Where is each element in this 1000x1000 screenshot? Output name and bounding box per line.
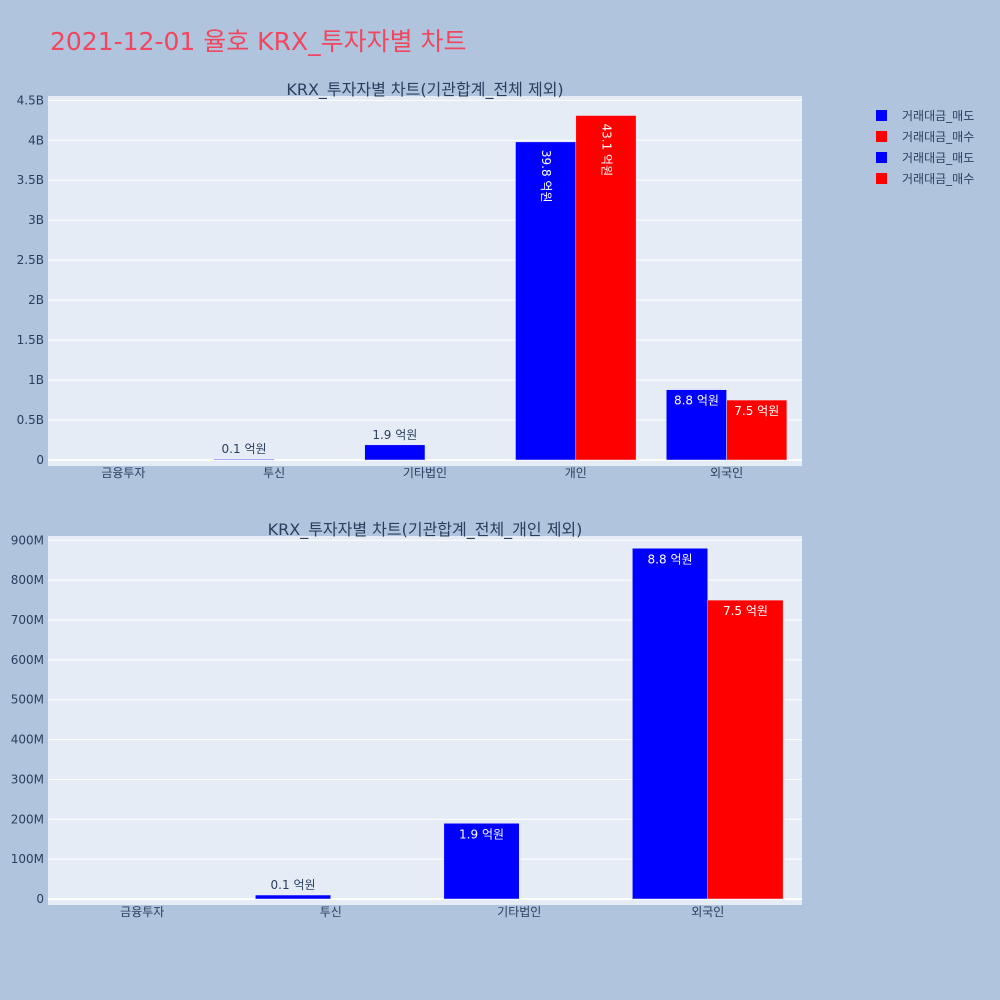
y-tick-label: 700M — [11, 613, 44, 627]
chart-title: KRX_투자자별 차트(기관합계_전체_개인 제외) — [268, 520, 583, 540]
data-label: 43.1 억원 — [599, 124, 613, 177]
x-tick-label: 기타법인 — [403, 466, 447, 480]
x-tick-label: 기타법인 — [497, 905, 541, 919]
y-tick-label: 0 — [36, 453, 44, 467]
bar — [515, 141, 577, 461]
y-tick-label: 100M — [11, 852, 44, 866]
x-tick-label: 금융투자 — [101, 466, 145, 480]
legend-item[interactable]: 거래대금_매수 — [876, 126, 974, 147]
y-tick-label: 900M — [11, 533, 44, 547]
y-tick-label: 800M — [11, 573, 44, 587]
y-tick-label: 3.5B — [17, 173, 44, 187]
y-tick-label: 500M — [11, 693, 44, 707]
chart-title: KRX_투자자별 차트(기관합계_전체 제외) — [286, 80, 563, 100]
data-label: 1.9 억원 — [372, 428, 417, 442]
data-label: 0.1 억원 — [271, 878, 316, 892]
legend-swatch-buy — [876, 173, 887, 184]
y-tick-label: 200M — [11, 812, 44, 826]
data-label: 8.8 억원 — [648, 552, 693, 566]
y-tick-label: 0 — [36, 892, 44, 906]
y-tick-label: 2.5B — [17, 253, 44, 267]
bar — [632, 548, 708, 900]
y-tick-label: 300M — [11, 772, 44, 786]
data-label: 1.9 억원 — [459, 827, 504, 841]
bar — [575, 115, 637, 461]
y-tick-label: 2B — [28, 293, 44, 307]
data-label: 7.5 억원 — [734, 404, 779, 418]
y-tick-label: 1.5B — [17, 333, 44, 347]
legend: 거래대금_매도 거래대금_매수 거래대금_매도 거래대금_매수 — [876, 105, 974, 189]
bar — [707, 599, 784, 900]
legend-swatch-buy — [876, 131, 887, 142]
page-title: 2021-12-01 율호 KRX_투자자별 차트 — [50, 27, 467, 56]
y-tick-label: 400M — [11, 733, 44, 747]
y-tick-label: 4B — [28, 133, 44, 147]
legend-label: 거래대금_매수 — [902, 172, 975, 186]
x-tick-label: 금융투자 — [120, 905, 164, 919]
legend-item[interactable]: 거래대금_매도 — [876, 147, 974, 168]
bar — [255, 894, 332, 900]
data-label: 0.1 억원 — [222, 442, 267, 456]
legend-label: 거래대금_매수 — [902, 130, 975, 144]
legend-swatch-sell — [876, 152, 887, 163]
legend-item[interactable]: 거래대금_매수 — [876, 168, 974, 189]
x-tick-label: 외국인 — [691, 905, 724, 919]
y-tick-label: 3B — [28, 213, 44, 227]
x-tick-label: 개인 — [565, 466, 587, 480]
data-label: 7.5 억원 — [723, 604, 768, 618]
legend-item[interactable]: 거래대금_매도 — [876, 105, 974, 126]
legend-label: 거래대금_매도 — [902, 109, 975, 123]
bar — [726, 399, 788, 461]
bar — [443, 823, 520, 900]
y-tick-label: 4.5B — [17, 93, 44, 107]
y-tick-label: 1B — [28, 373, 44, 387]
legend-swatch-sell — [876, 110, 887, 121]
x-tick-label: 외국인 — [710, 466, 743, 480]
bar — [213, 458, 275, 461]
x-tick-label: 투신 — [320, 905, 342, 919]
legend-label: 거래대금_매도 — [902, 151, 975, 165]
x-tick-label: 투신 — [263, 466, 285, 480]
y-tick-label: 600M — [11, 653, 44, 667]
bar — [666, 389, 727, 461]
data-label: 39.8 억원 — [539, 150, 553, 203]
data-label: 8.8 억원 — [674, 394, 719, 408]
y-tick-label: 0.5B — [17, 413, 44, 427]
bar — [364, 444, 426, 461]
